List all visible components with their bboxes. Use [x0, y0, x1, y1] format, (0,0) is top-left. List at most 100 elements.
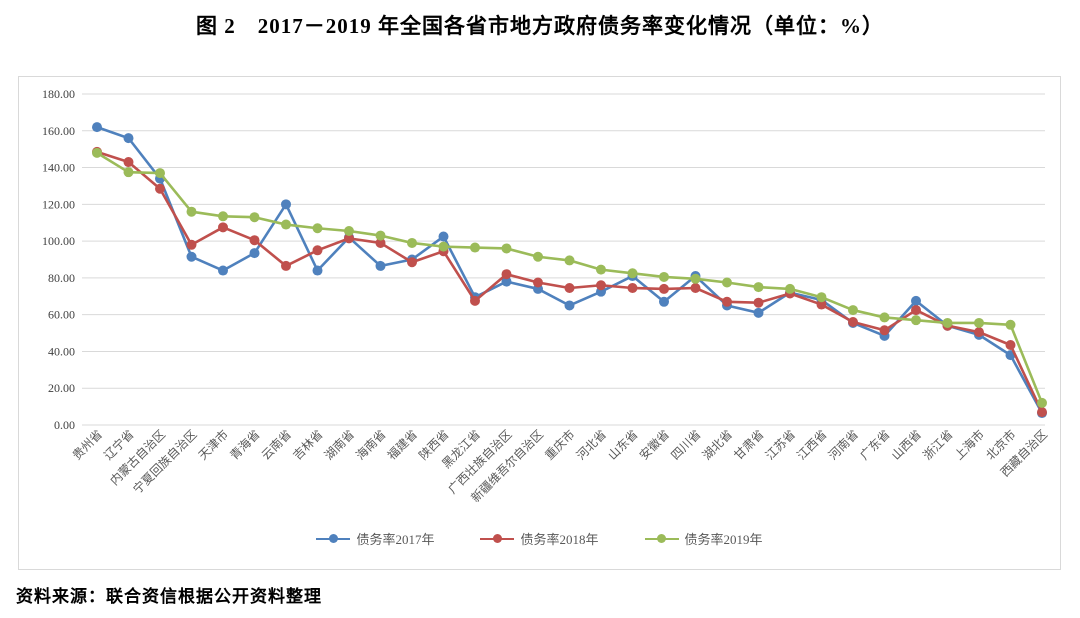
line-chart: 0.00 20.00 40.00 60.00 80.00 100.00 120.00 140.… [42, 87, 1050, 505]
data-point-2017 [659, 296, 669, 307]
data-point-2018 [690, 283, 701, 294]
data-point-2018 [533, 277, 543, 288]
x-axis-label: 贵州省 [70, 427, 105, 462]
data-point-2019 [911, 315, 921, 326]
data-point-2019 [470, 242, 480, 253]
data-point-2018 [249, 235, 260, 246]
data-point-2017 [753, 307, 764, 318]
data-point-2019 [438, 241, 449, 252]
data-point-2018 [879, 325, 890, 336]
x-axis-label: 安徽省 [636, 427, 672, 463]
data-point-2019 [501, 243, 512, 254]
legend-label-2019: 债务率2019年 [684, 532, 763, 547]
legend-label-2017: 债务率2017年 [356, 532, 435, 547]
data-point-2019 [879, 312, 890, 323]
x-axis-label: 浙江省 [920, 427, 955, 462]
x-axis-label: 海南省 [353, 427, 389, 463]
data-point-2019 [375, 230, 386, 241]
data-point-2017 [218, 265, 228, 276]
y-axis-label: 140.00 [42, 161, 75, 175]
figure-title: 图 2 2017－2019 年全国各省市地方政府债务率变化情况（单位：%） [196, 14, 884, 38]
legend-label-2018: 债务率2018年 [520, 532, 599, 547]
x-axis-label: 湖北省 [699, 427, 735, 463]
data-point-2017 [186, 251, 197, 262]
chart-legend: 债务率2017年 债务率2018年 债务率2019年 [19, 529, 1060, 548]
data-point-2018 [816, 299, 827, 310]
x-axis-label: 山西省 [889, 427, 924, 462]
x-axis-label: 广东省 [857, 427, 892, 462]
x-axis-label: 河南省 [825, 427, 861, 463]
data-point-2018 [564, 283, 575, 294]
data-point-2019 [249, 212, 260, 223]
data-point-2019 [942, 317, 953, 328]
data-point-2019 [848, 305, 858, 316]
data-point-2019 [659, 271, 669, 282]
data-point-2018 [659, 283, 669, 294]
data-point-2017 [438, 231, 449, 242]
x-axis-label: 青海省 [227, 427, 263, 463]
legend-marker-2018-icon [480, 533, 515, 544]
data-point-2019 [722, 277, 732, 288]
y-axis-label: 40.00 [48, 344, 75, 358]
data-point-2018 [344, 233, 354, 244]
legend-item-2018: 债务率2018年 [480, 529, 599, 548]
data-point-2018 [1005, 340, 1016, 351]
data-point-2017 [911, 295, 921, 306]
data-point-2018 [155, 183, 165, 194]
series-line-2017 [96, 125, 1044, 414]
x-axis-label: 甘肃省 [731, 427, 766, 462]
data-point-2017 [564, 300, 575, 311]
data-point-2019 [690, 273, 701, 284]
data-point-2019 [816, 292, 827, 303]
data-point-2017 [281, 199, 291, 210]
data-point-2019 [407, 237, 417, 248]
data-point-2018 [123, 157, 134, 168]
y-axis-label: 160.00 [42, 124, 75, 138]
data-point-2018 [186, 239, 197, 250]
data-point-2019 [596, 264, 606, 275]
data-point-2019 [785, 283, 795, 294]
data-point-2019 [627, 268, 638, 279]
x-axis-label: 吉林省 [290, 427, 325, 462]
data-point-2019 [281, 219, 291, 230]
chart-container: 0.00 20.00 40.00 60.00 80.00 100.00 120.00 140.… [18, 76, 1061, 570]
legend-item-2019: 债务率2019年 [644, 529, 763, 548]
data-point-2019 [92, 147, 102, 158]
x-axis-label: 福建省 [384, 427, 420, 463]
legend-marker-2017-icon [316, 533, 351, 544]
data-point-2019 [123, 167, 134, 178]
data-point-2017 [501, 276, 512, 287]
data-point-2019 [344, 225, 354, 236]
data-point-2018 [281, 260, 291, 271]
data-point-2017 [249, 248, 260, 259]
y-axis-label: 100.00 [42, 234, 75, 248]
data-point-2019 [312, 223, 323, 234]
data-point-2019 [186, 206, 197, 217]
data-point-2019 [533, 251, 543, 262]
data-point-2018 [753, 297, 764, 308]
series-line-2018 [96, 150, 1044, 413]
x-axis-label: 河北省 [574, 427, 609, 462]
data-point-2018 [722, 296, 732, 307]
y-axis-label: 60.00 [48, 308, 75, 322]
data-point-2017 [375, 260, 386, 271]
data-point-2018 [407, 257, 417, 268]
data-point-2019 [1037, 397, 1047, 408]
y-axis-label: 80.00 [48, 271, 75, 285]
data-point-2018 [848, 317, 858, 328]
data-point-2017 [123, 133, 134, 144]
data-point-2019 [974, 317, 984, 328]
x-axis-label: 重庆市 [542, 427, 578, 463]
data-point-2017 [312, 265, 323, 276]
x-axis-label: 上海市 [951, 427, 987, 463]
data-point-2018 [375, 237, 386, 248]
legend-marker-2019-icon [644, 533, 679, 544]
data-point-2018 [596, 280, 606, 291]
data-point-2018 [218, 222, 228, 233]
data-point-2019 [564, 255, 575, 266]
x-axis-label: 湖南省 [321, 427, 357, 463]
data-point-2017 [92, 122, 102, 133]
data-point-2018 [312, 245, 323, 256]
x-axis-label: 云南省 [258, 427, 294, 463]
x-axis-label: 山东省 [605, 427, 640, 462]
